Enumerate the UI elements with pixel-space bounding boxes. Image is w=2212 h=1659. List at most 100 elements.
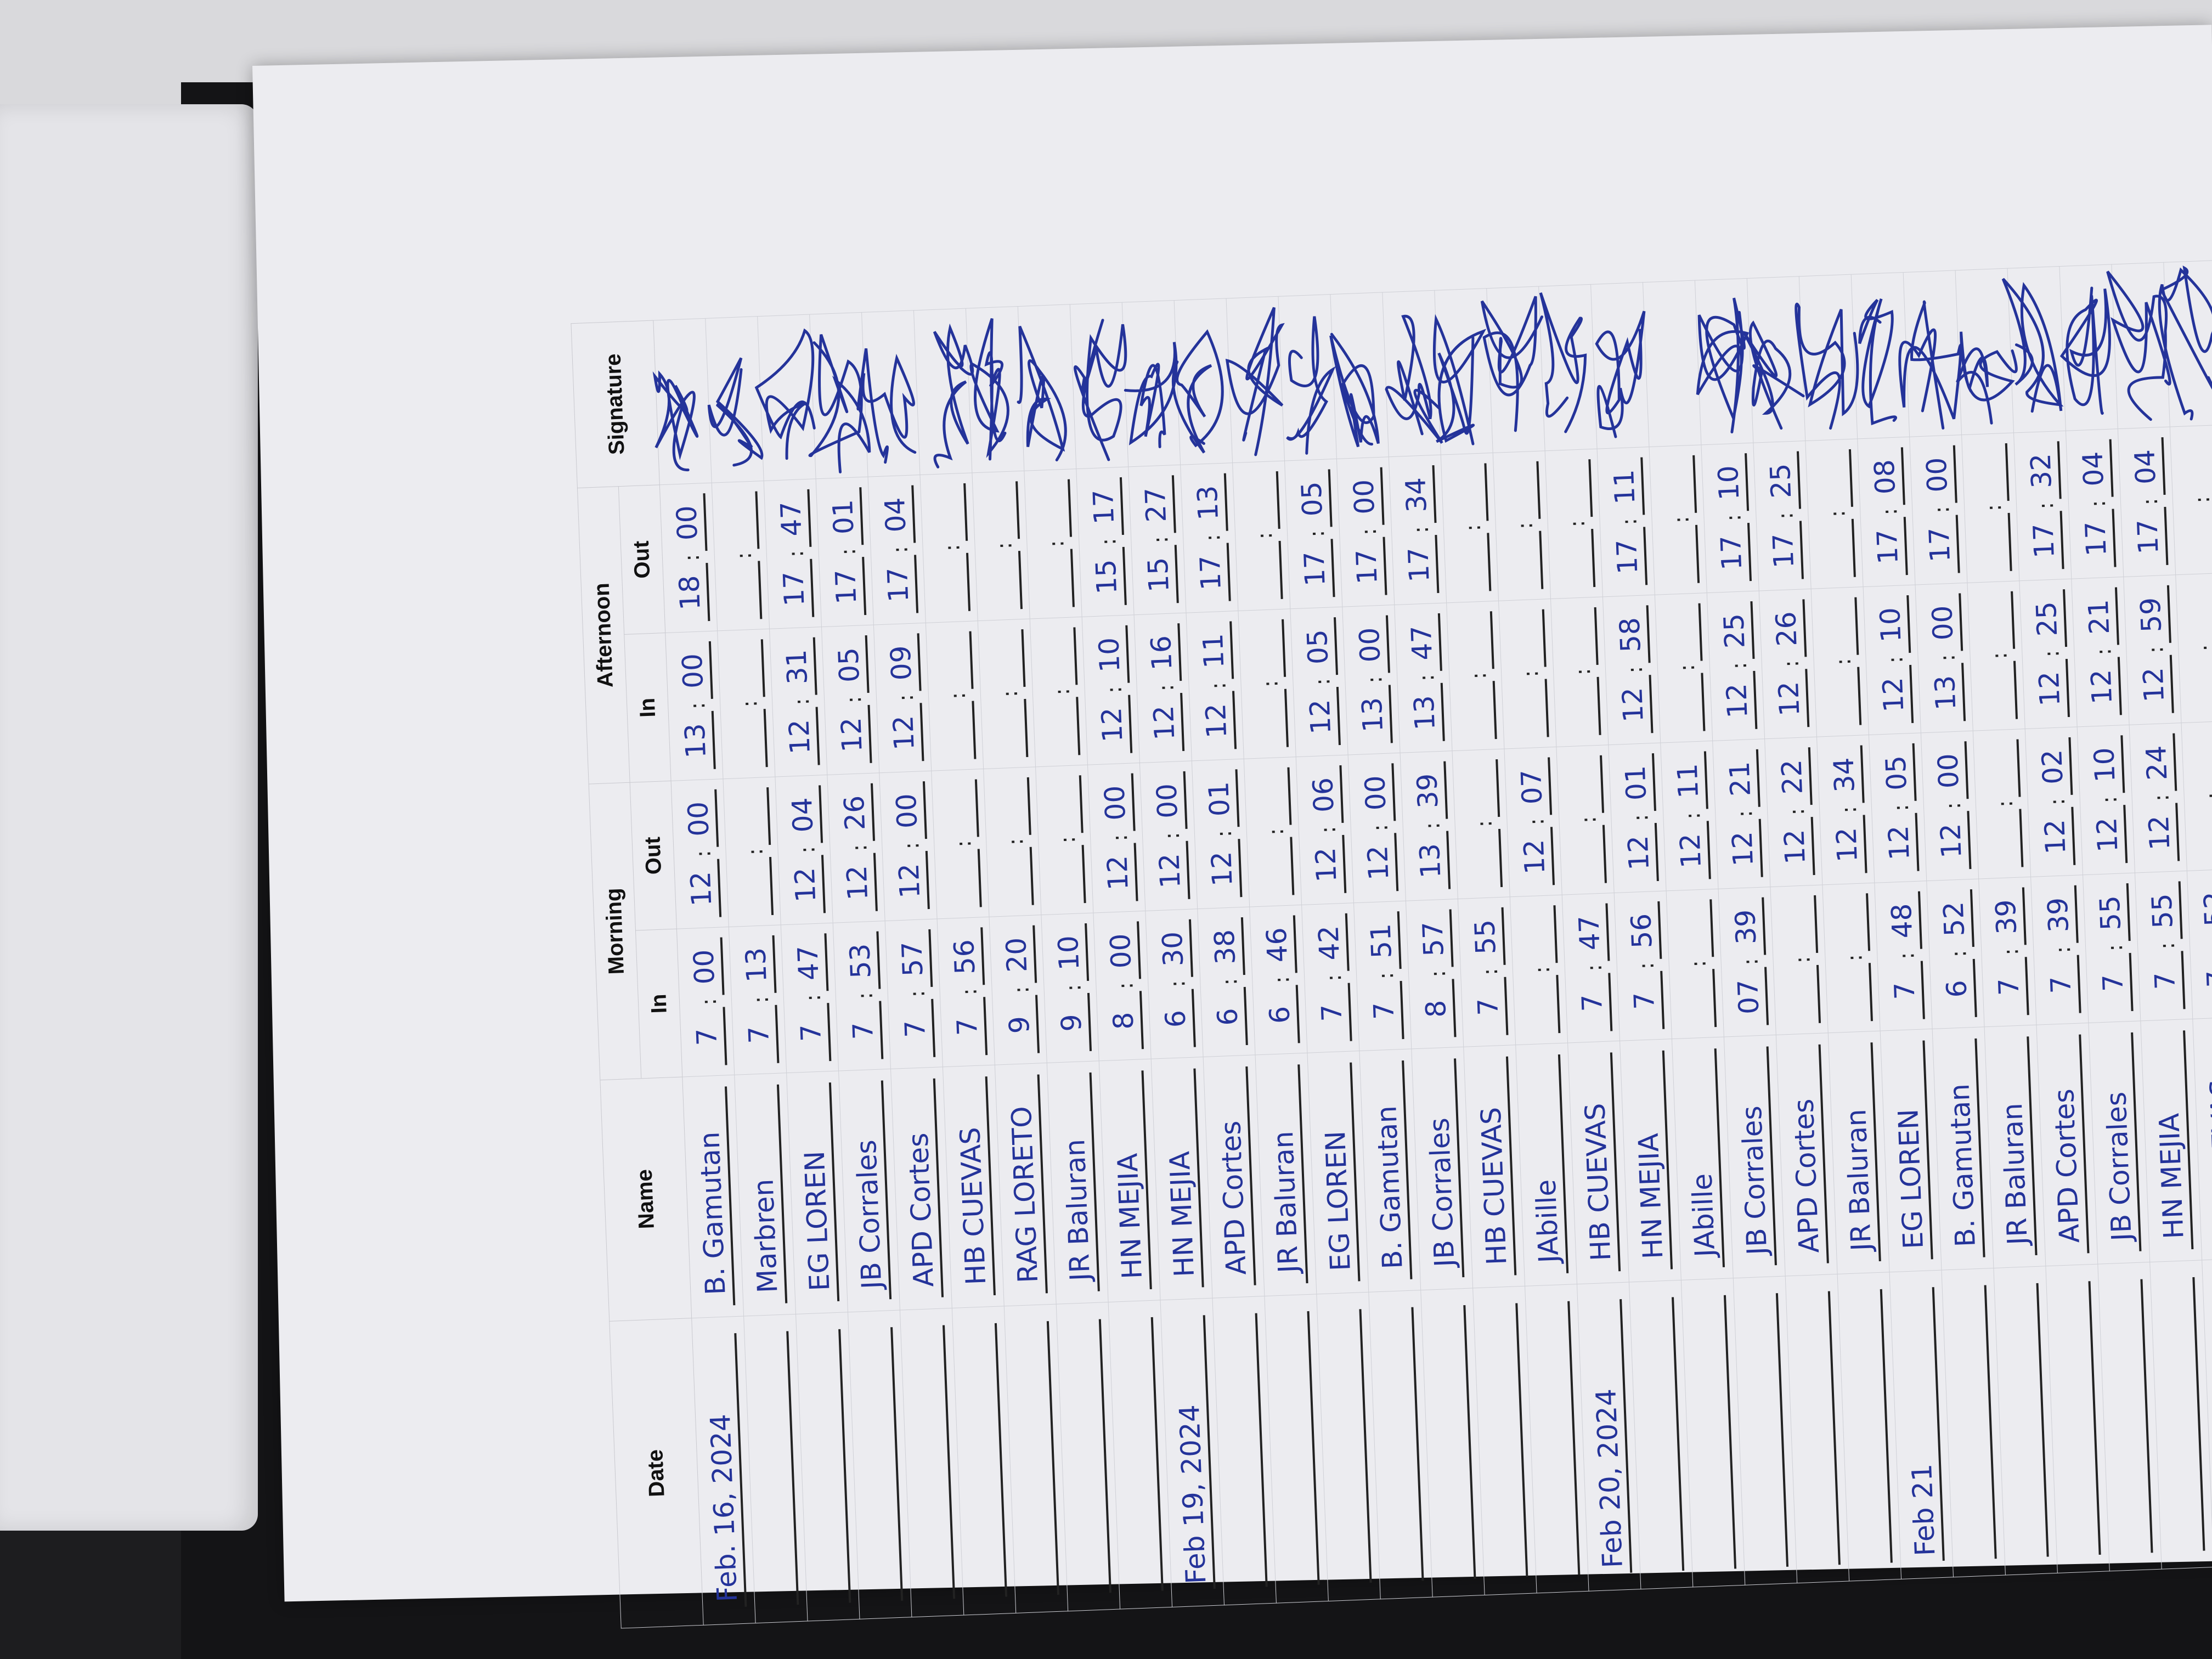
colon-separator: ∶	[1312, 678, 1338, 685]
time-cell-m-out: ∶	[1556, 744, 1615, 895]
colon-separator: ∶	[1896, 952, 1922, 960]
hour-value: 7	[689, 1007, 727, 1066]
name-entry: HB CUEVAS	[954, 1126, 992, 1286]
hour-value: 7	[793, 1003, 832, 1063]
time-entry: ∶	[1253, 767, 1295, 896]
signature-stroke	[1956, 331, 2018, 425]
date-writing-line	[838, 1329, 851, 1603]
handwritten-signature	[1956, 331, 2018, 425]
time-cell-m-in: 7 ∶ 55	[2135, 871, 2193, 1021]
colon-separator: ∶	[1410, 526, 1436, 533]
minute-value: 00	[669, 493, 708, 553]
name-entry: HN MEJIA	[2153, 1113, 2190, 1240]
time-entry: ∶	[1675, 899, 1717, 1029]
time-entry: ∶	[1664, 603, 1706, 732]
time-cell-a-in: ∶	[1967, 580, 2025, 731]
signature-stroke	[1742, 320, 1805, 430]
minute-value: 07	[1514, 757, 1553, 817]
minute-value	[987, 629, 1026, 689]
time-cell-a-in: 13 ∶ 00	[1915, 583, 1973, 733]
minute-value	[929, 483, 968, 543]
time-entry: 7 ∶ 42	[1311, 913, 1352, 1043]
colon-separator: ∶	[1098, 538, 1124, 545]
hour-value: 7	[845, 1001, 884, 1060]
time-cell-a-in: 12 ∶ 11	[1186, 611, 1244, 761]
signature-stroke	[1225, 307, 1285, 456]
minute-value	[940, 779, 979, 839]
time-cell-a-out: 17 ∶ 04	[2118, 426, 2176, 577]
handwritten-signature	[1696, 297, 1750, 433]
colon-separator: ∶	[1884, 656, 1910, 663]
name-entry: JAbille	[1530, 1178, 1565, 1264]
time-entry: 7 ∶ 57	[894, 929, 936, 1059]
time-entry: 12 ∶ 16	[1143, 623, 1185, 753]
minute-value: 57	[1415, 909, 1454, 969]
time-entry: 12 ∶ 07	[1514, 757, 1555, 887]
colon-separator: ∶	[2156, 942, 2182, 949]
signature-cell	[856, 310, 920, 477]
name-cell: JR Baluran	[1255, 1053, 1317, 1296]
time-entry: 12 ∶ 05	[1878, 743, 1920, 873]
time-cell-a-in: ∶	[1655, 592, 1713, 743]
hour-value: 15	[1088, 547, 1127, 607]
logbook-page: Date Name Morning Afternoon Signature In…	[252, 25, 2212, 1628]
time-entry: 12 ∶ 21	[1722, 749, 1763, 879]
hour-value: 17	[1609, 527, 1648, 586]
time-entry: 17 ∶ 04	[877, 485, 919, 614]
time-cell-m-out: 12 ∶ 00	[879, 771, 938, 921]
hour-value	[943, 849, 982, 909]
handwritten-signature	[1225, 307, 1285, 456]
column-header-date: Date	[609, 1318, 704, 1628]
name-cell: EG LOREN	[786, 1071, 848, 1314]
time-entry: 12 ∶ 10	[1872, 595, 1914, 725]
name-cell: APD Cortes	[2036, 1023, 2098, 1266]
minute-value	[1982, 739, 2021, 799]
date-writing-line	[1307, 1311, 1320, 1585]
time-cell-m-out: 12 ∶ 06	[1296, 754, 1354, 905]
hour-value	[1042, 697, 1081, 757]
handwritten-signature	[1595, 311, 1646, 438]
colon-separator: ∶	[1931, 506, 1957, 514]
signature-stroke	[2059, 286, 2111, 415]
time-cell-m-in: 6 ∶ 52	[1926, 879, 1985, 1029]
signature-cell	[1898, 270, 1962, 437]
time-entry: ∶	[1554, 459, 1596, 589]
time-cell-m-out: 12 ∶ 01	[1192, 759, 1250, 909]
date-writing-line	[1567, 1301, 1581, 1575]
minute-value: 47	[790, 933, 829, 993]
name-cell: B. Gamutan	[1932, 1026, 1994, 1271]
colon-separator: ∶	[1213, 830, 1239, 837]
time-entry: 6 ∶ 46	[1259, 915, 1300, 1045]
table-row: JB Corrales 8 ∶ 57 13 ∶ 39 13 ∶ 47 17 ∶ 34	[1382, 290, 1485, 1598]
time-cell-a-in: ∶	[717, 629, 775, 779]
minute-value	[992, 777, 1031, 837]
handwritten-signature	[1539, 292, 1587, 433]
handwritten-signature	[1858, 298, 1898, 426]
time-cell-m-out: 12 ∶ 00	[671, 778, 729, 929]
name-entry: APD Cortes	[2047, 1088, 2086, 1244]
table-row: Marbren 7 ∶ 13 ∶ ∶ ∶	[705, 316, 808, 1623]
colon-separator: ∶	[1155, 684, 1181, 691]
colon-separator: ∶	[1937, 654, 1962, 661]
hour-value: 12	[2031, 659, 2070, 719]
time-entry: 7 ∶ 52	[2196, 879, 2212, 1009]
handwritten-signature	[1742, 320, 1805, 430]
signature-stroke	[1432, 314, 1487, 445]
colon-separator: ∶	[1531, 966, 1558, 973]
colon-separator: ∶	[1323, 974, 1349, 981]
minute-value	[981, 481, 1020, 541]
time-entry: 9 ∶ 20	[998, 925, 1040, 1054]
hour-value	[1047, 845, 1086, 905]
minute-value: 05	[1878, 743, 1917, 803]
time-entry: 6 ∶ 38	[1206, 917, 1248, 1047]
signature-stroke	[1171, 329, 1224, 454]
time-entry: ∶	[1508, 609, 1549, 738]
time-entry: ∶	[1658, 455, 1700, 585]
time-cell-a-in: 12 ∶ 25	[2019, 579, 2078, 729]
time-cell-a-out: 17 ∶ 08	[1857, 437, 1916, 587]
minute-value	[1675, 899, 1714, 959]
hour-value: 17	[776, 559, 815, 619]
colon-separator: ∶	[1005, 838, 1031, 845]
time-cell-m-out: 12 ∶ 00	[1348, 753, 1406, 903]
hour-value: 12	[2083, 657, 2122, 716]
